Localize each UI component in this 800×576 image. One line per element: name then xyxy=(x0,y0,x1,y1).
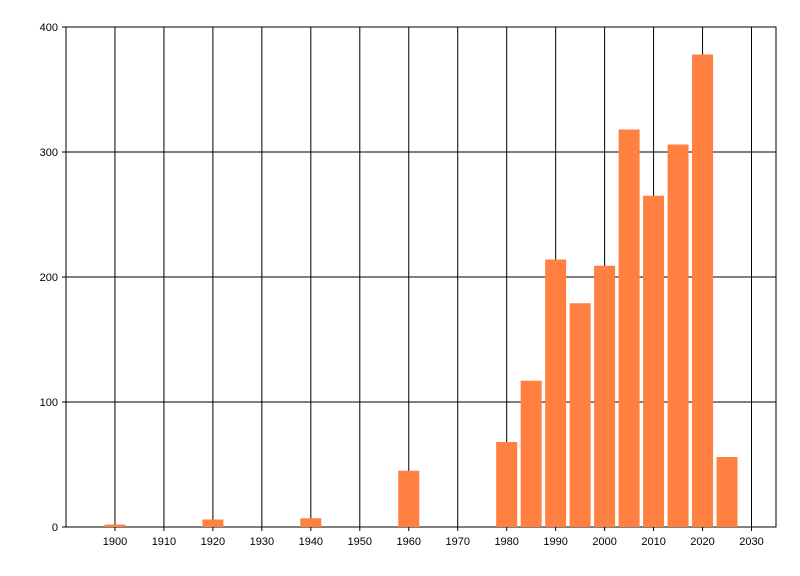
bar xyxy=(643,195,665,527)
bar xyxy=(496,442,518,527)
x-tick-label: 1920 xyxy=(201,536,225,548)
y-tick-label: 100 xyxy=(40,397,58,409)
y-tick-label: 300 xyxy=(40,147,58,159)
x-tick-label: 1970 xyxy=(445,536,469,548)
x-tick-label: 1950 xyxy=(348,536,372,548)
bar xyxy=(618,129,640,527)
x-tick-label: 2030 xyxy=(739,536,763,548)
x-tick-label: 2000 xyxy=(592,536,616,548)
bar xyxy=(569,303,591,527)
y-tick-label: 0 xyxy=(52,522,58,534)
bar xyxy=(594,265,616,527)
plot-border xyxy=(65,26,777,528)
y-tick-label: 400 xyxy=(40,22,58,34)
bar xyxy=(667,144,689,527)
x-tick-label: 1910 xyxy=(152,536,176,548)
bar xyxy=(202,519,224,527)
x-tick-label: 1940 xyxy=(299,536,323,548)
x-tick-label: 1990 xyxy=(543,536,567,548)
y-tick-label: 200 xyxy=(40,272,58,284)
bar xyxy=(692,54,714,527)
bar xyxy=(300,518,322,527)
bar xyxy=(545,259,567,527)
x-tick-label: 1900 xyxy=(103,536,127,548)
x-tick-label: 2010 xyxy=(641,536,665,548)
bar xyxy=(104,524,126,527)
x-tick-label: 1960 xyxy=(397,536,421,548)
x-tick-label: 1980 xyxy=(494,536,518,548)
bar xyxy=(398,470,420,527)
bar xyxy=(716,457,738,527)
bar xyxy=(520,380,542,527)
x-tick-label: 1930 xyxy=(250,536,274,548)
x-tick-label: 2020 xyxy=(690,536,714,548)
